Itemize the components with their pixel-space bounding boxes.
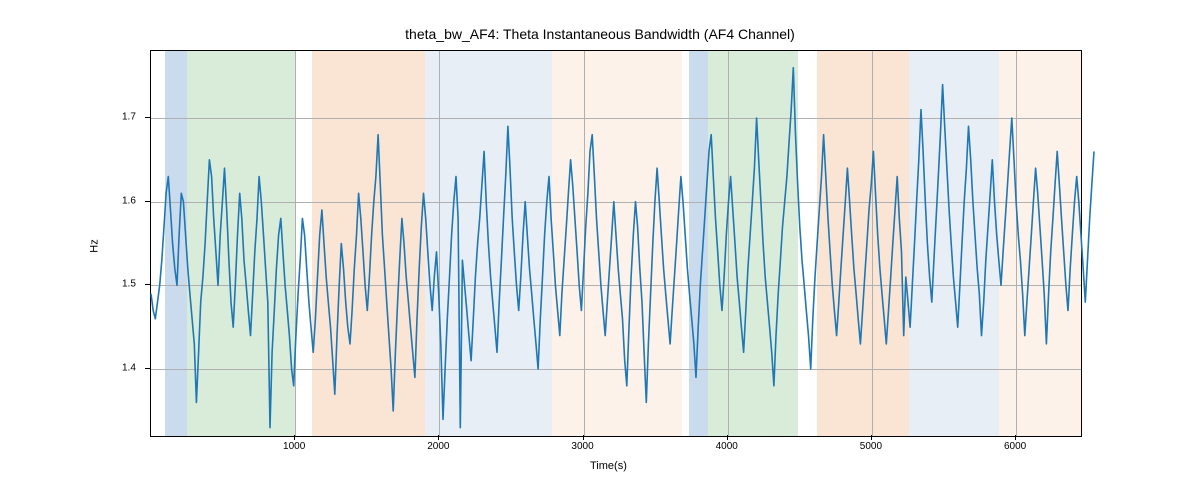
y-axis-label: Hz (89, 239, 101, 252)
series-line (151, 51, 1081, 436)
ytick-mark (145, 201, 150, 202)
ytick-mark (145, 117, 150, 118)
xtick-label: 4000 (716, 441, 738, 452)
chart-container: theta_bw_AF4: Theta Instantaneous Bandwi… (0, 0, 1200, 500)
ytick-mark (145, 368, 150, 369)
xtick-mark (294, 435, 295, 440)
xtick-mark (727, 435, 728, 440)
xtick-mark (438, 435, 439, 440)
ytick-label: 1.7 (122, 111, 136, 122)
xtick-mark (583, 435, 584, 440)
xtick-mark (871, 435, 872, 440)
plot-area (150, 50, 1082, 437)
ytick-mark (145, 284, 150, 285)
chart-title: theta_bw_AF4: Theta Instantaneous Bandwi… (0, 26, 1200, 42)
xtick-label: 5000 (860, 441, 882, 452)
ytick-label: 1.6 (122, 195, 136, 206)
xtick-mark (1015, 435, 1016, 440)
xtick-label: 3000 (571, 441, 593, 452)
xtick-label: 2000 (427, 441, 449, 452)
ytick-label: 1.4 (122, 363, 136, 374)
ytick-label: 1.5 (122, 279, 136, 290)
xtick-label: 1000 (283, 441, 305, 452)
x-axis-label: Time(s) (590, 460, 627, 472)
xtick-label: 6000 (1004, 441, 1026, 452)
